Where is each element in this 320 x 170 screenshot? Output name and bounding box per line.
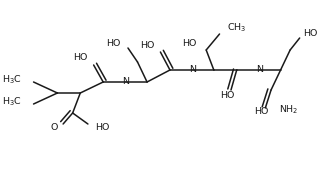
Text: HO: HO bbox=[106, 39, 120, 48]
Text: HO: HO bbox=[74, 54, 88, 63]
Text: NH$_2$: NH$_2$ bbox=[279, 104, 298, 116]
Text: HO: HO bbox=[220, 90, 234, 99]
Text: HO: HO bbox=[140, 41, 155, 50]
Text: H$_3$C: H$_3$C bbox=[2, 96, 22, 108]
Text: HO: HO bbox=[303, 30, 318, 38]
Text: N: N bbox=[256, 65, 263, 74]
Text: N: N bbox=[189, 65, 196, 74]
Text: HO: HO bbox=[182, 39, 197, 48]
Text: HO: HO bbox=[254, 107, 269, 116]
Text: HO: HO bbox=[96, 123, 110, 132]
Text: O: O bbox=[51, 123, 58, 132]
Text: CH$_3$: CH$_3$ bbox=[227, 22, 247, 34]
Text: H$_3$C: H$_3$C bbox=[2, 74, 22, 86]
Text: N: N bbox=[123, 78, 130, 87]
